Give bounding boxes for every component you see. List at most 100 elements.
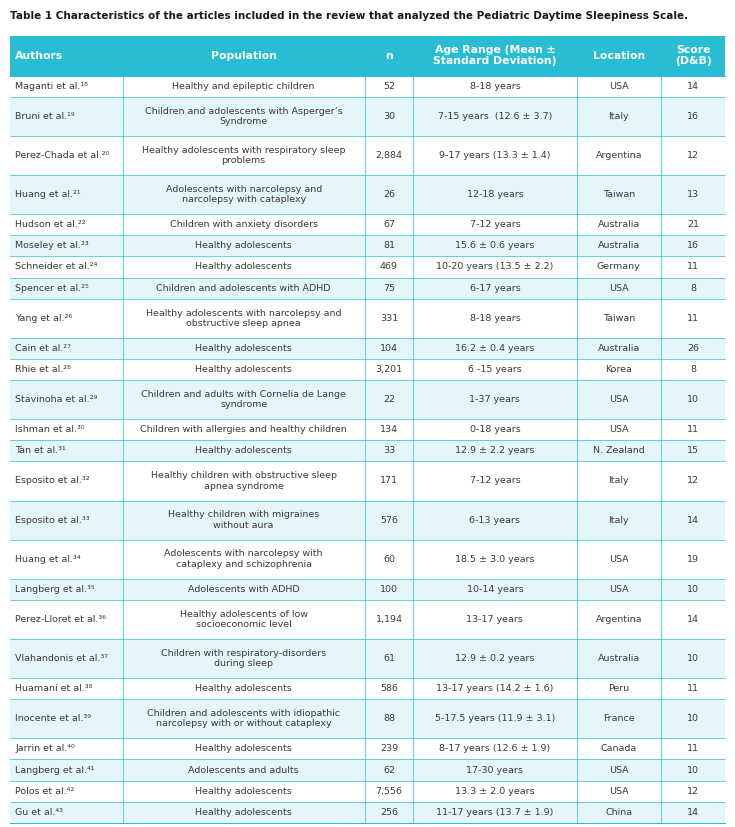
Text: Esposito et al.³²: Esposito et al.³²: [15, 476, 90, 485]
Text: 21: 21: [687, 220, 699, 229]
Text: 5-17.5 years (11.9 ± 3.1): 5-17.5 years (11.9 ± 3.1): [434, 715, 555, 724]
Text: 11: 11: [687, 425, 699, 434]
Bar: [10, 380, 725, 419]
Text: Bruni et al.¹⁹: Bruni et al.¹⁹: [15, 112, 75, 121]
Text: USA: USA: [609, 425, 628, 434]
Text: 10: 10: [687, 654, 699, 663]
Text: Tan et al.³¹: Tan et al.³¹: [15, 447, 66, 456]
Text: Healthy children with obstructive sleep
apnea syndrome: Healthy children with obstructive sleep …: [151, 471, 337, 490]
Text: 15: 15: [687, 447, 699, 456]
Text: 16.2 ± 0.4 years: 16.2 ± 0.4 years: [455, 344, 534, 353]
Text: 11-17 years (13.7 ± 1.9): 11-17 years (13.7 ± 1.9): [437, 808, 553, 817]
Text: Healthy adolescents: Healthy adolescents: [196, 241, 292, 251]
Text: Canada: Canada: [600, 744, 637, 753]
Text: Healthy and epileptic children: Healthy and epileptic children: [173, 82, 315, 91]
Text: Adolescents with narcolepsy with
cataplexy and schizophrenia: Adolescents with narcolepsy with cataple…: [165, 549, 323, 569]
Text: 8-17 years (12.6 ± 1.9): 8-17 years (12.6 ± 1.9): [440, 744, 551, 753]
Text: Taiwan: Taiwan: [603, 313, 635, 323]
Text: 12.9 ± 2.2 years: 12.9 ± 2.2 years: [455, 447, 534, 456]
Text: 11: 11: [687, 262, 699, 271]
Bar: [10, 801, 725, 823]
Text: 13-17 years (14.2 ± 1.6): 13-17 years (14.2 ± 1.6): [437, 684, 553, 693]
Text: Huang et al.³⁴: Huang et al.³⁴: [15, 555, 81, 564]
Bar: [10, 97, 725, 136]
Text: 7,556: 7,556: [376, 786, 403, 796]
Text: 6 -15 years: 6 -15 years: [468, 365, 522, 374]
Text: Children and adolescents with ADHD: Children and adolescents with ADHD: [157, 284, 331, 293]
Text: Australia: Australia: [598, 241, 640, 251]
Text: 1-37 years: 1-37 years: [470, 395, 520, 404]
Text: Rhie et al.²⁸: Rhie et al.²⁸: [15, 365, 71, 374]
Text: Esposito et al.³³: Esposito et al.³³: [15, 515, 90, 524]
Text: 26: 26: [383, 190, 395, 199]
Text: Adolescents and adults: Adolescents and adults: [188, 766, 299, 775]
Bar: [10, 678, 725, 699]
Text: Healthy adolescents: Healthy adolescents: [196, 262, 292, 271]
Bar: [10, 781, 725, 801]
Text: Healthy adolescents: Healthy adolescents: [196, 684, 292, 693]
Text: 8: 8: [690, 365, 696, 374]
Text: 13.3 ± 2.0 years: 13.3 ± 2.0 years: [455, 786, 535, 796]
Bar: [10, 500, 725, 540]
Text: Healthy children with migraines
without aura: Healthy children with migraines without …: [168, 510, 319, 530]
Text: 75: 75: [383, 284, 395, 293]
Text: 12: 12: [687, 786, 699, 796]
Text: Spencer et al.²⁵: Spencer et al.²⁵: [15, 284, 89, 293]
Text: 12.9 ± 0.2 years: 12.9 ± 0.2 years: [455, 654, 534, 663]
Text: 6-13 years: 6-13 years: [470, 515, 520, 524]
Text: 81: 81: [383, 241, 395, 251]
Text: 171: 171: [380, 476, 398, 485]
Text: Children and adolescents with idiopathic
narcolepsy with or without cataplexy: Children and adolescents with idiopathic…: [147, 709, 340, 729]
Text: Argentina: Argentina: [595, 615, 642, 624]
Text: Huang et al.²¹: Huang et al.²¹: [15, 190, 81, 199]
Text: Age Range (Mean ±
Standard Deviation): Age Range (Mean ± Standard Deviation): [433, 45, 556, 66]
Text: Korea: Korea: [606, 365, 632, 374]
Text: 8-18 years: 8-18 years: [470, 82, 520, 91]
Bar: [10, 76, 725, 97]
Text: 11: 11: [687, 313, 699, 323]
Text: 10: 10: [687, 715, 699, 724]
Text: Healthy adolescents: Healthy adolescents: [196, 365, 292, 374]
Text: Langberg et al.³⁵: Langberg et al.³⁵: [15, 585, 95, 594]
Text: USA: USA: [609, 555, 628, 564]
Text: Vlahandonis et al.³⁷: Vlahandonis et al.³⁷: [15, 654, 108, 663]
Bar: [10, 600, 725, 639]
Text: Australia: Australia: [598, 654, 640, 663]
Text: Children and adolescents with Asperger’s
Syndrome: Children and adolescents with Asperger’s…: [145, 107, 343, 126]
Text: Population: Population: [211, 50, 276, 60]
Bar: [10, 440, 725, 461]
Text: USA: USA: [609, 395, 628, 404]
Text: Huamaní et al.³⁸: Huamaní et al.³⁸: [15, 684, 93, 693]
Text: 0-18 years: 0-18 years: [470, 425, 520, 434]
Text: Adolescents with ADHD: Adolescents with ADHD: [188, 585, 299, 594]
Bar: [10, 278, 725, 299]
Text: Argentina: Argentina: [595, 151, 642, 160]
Text: 10: 10: [687, 395, 699, 404]
Text: Ishman et al.³⁰: Ishman et al.³⁰: [15, 425, 85, 434]
Bar: [10, 699, 725, 739]
Text: Moseley et al.²³: Moseley et al.²³: [15, 241, 89, 251]
Text: 67: 67: [383, 220, 395, 229]
Text: Healthy adolescents: Healthy adolescents: [196, 344, 292, 353]
Text: 19: 19: [687, 555, 699, 564]
Text: Healthy adolescents with respiratory sleep
problems: Healthy adolescents with respiratory sle…: [142, 146, 345, 165]
Bar: [10, 739, 725, 759]
Text: Healthy adolescents: Healthy adolescents: [196, 786, 292, 796]
Text: Yang et al.²⁶: Yang et al.²⁶: [15, 313, 73, 323]
Text: 100: 100: [380, 585, 398, 594]
Text: Location: Location: [592, 50, 645, 60]
Text: Perez-Lloret et al.³⁶: Perez-Lloret et al.³⁶: [15, 615, 107, 624]
Text: 22: 22: [383, 395, 395, 404]
Text: Inocente et al.³⁹: Inocente et al.³⁹: [15, 715, 91, 724]
Text: 17-30 years: 17-30 years: [467, 766, 523, 775]
Text: Adolescents with narcolepsy and
narcolepsy with cataplexy: Adolescents with narcolepsy and narcolep…: [165, 185, 322, 204]
Text: 14: 14: [687, 808, 699, 817]
Text: 61: 61: [383, 654, 395, 663]
Bar: [10, 759, 725, 781]
Text: Langberg et al.⁴¹: Langberg et al.⁴¹: [15, 766, 95, 775]
Text: 7-12 years: 7-12 years: [470, 476, 520, 485]
Bar: [10, 175, 725, 214]
Text: N. Zealand: N. Zealand: [593, 447, 645, 456]
Text: Cain et al.²⁷: Cain et al.²⁷: [15, 344, 71, 353]
Text: Healthy adolescents: Healthy adolescents: [196, 744, 292, 753]
